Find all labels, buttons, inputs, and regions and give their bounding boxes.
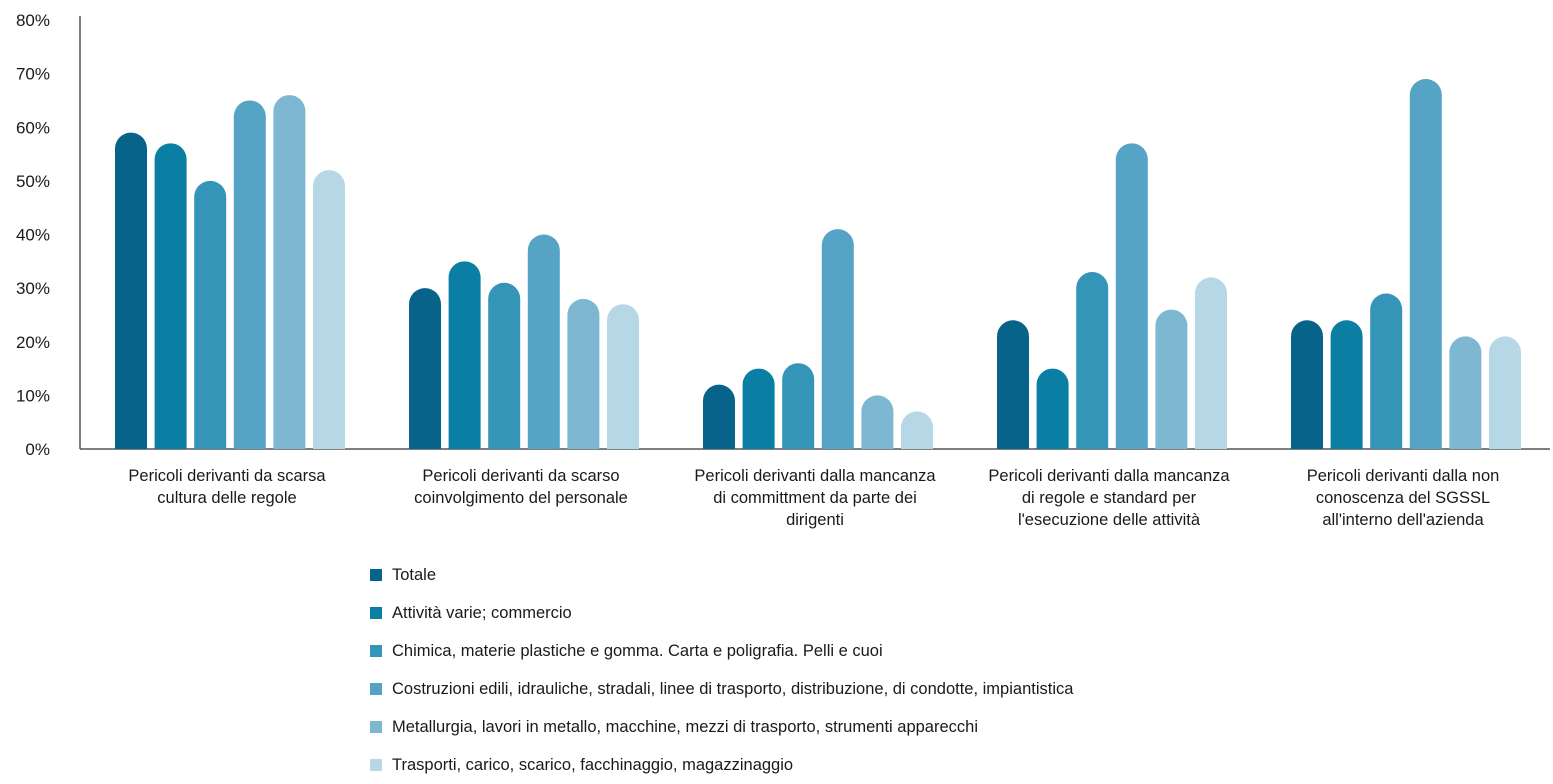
- x-category-label: Pericoli derivanti dalla mancanza di rego…: [988, 467, 1230, 529]
- bar: [1409, 78, 1442, 450]
- y-tick-label: 50%: [16, 172, 50, 191]
- legend-item: Trasporti, carico, scarico, facchinaggio…: [370, 746, 1073, 784]
- x-category-label-line: dirigenti: [786, 511, 844, 529]
- y-tick-label: 30%: [16, 279, 50, 298]
- x-category-label-line: di regole e standard per: [1022, 489, 1197, 507]
- bar: [1195, 277, 1227, 449]
- x-category-label-line: Pericoli derivanti da scarso: [422, 467, 619, 485]
- bar: [1489, 336, 1521, 449]
- x-category-label-line: di committment da parte dei: [713, 489, 917, 507]
- x-category-label-line: Pericoli derivanti dalla non: [1307, 467, 1500, 485]
- legend-swatch: [370, 607, 382, 619]
- bar: [821, 229, 854, 449]
- bar: [233, 100, 266, 449]
- x-category-label: Pericoli derivanti da scarsa cultura dell…: [128, 467, 326, 507]
- bar: [1370, 293, 1403, 449]
- bar: [782, 363, 815, 449]
- legend-item: Attività varie; commercio: [370, 594, 1073, 632]
- x-category-label: Pericoli derivanti dalla mancanza di comm…: [694, 467, 936, 529]
- legend-label: Costruzioni edili, idrauliche, stradali,…: [392, 679, 1074, 698]
- legend-item: Metallurgia, lavori in metallo, macchine…: [370, 708, 1073, 746]
- legend-item: Chimica, materie plastiche e gomma. Cart…: [370, 632, 1073, 670]
- y-tick-label: 60%: [16, 118, 50, 137]
- y-tick-label: 40%: [16, 226, 50, 245]
- legend-swatch: [370, 645, 382, 657]
- x-category-label-line: coinvolgimento del personale: [414, 489, 628, 507]
- legend-swatch: [370, 759, 382, 771]
- bar: [154, 143, 187, 449]
- x-category-label-line: cultura delle regole: [157, 489, 296, 507]
- bar: [1076, 272, 1109, 449]
- chart-legend: Totale Attività varie; commercio Chimica, …: [370, 556, 1073, 784]
- bar: [1115, 143, 1148, 449]
- legend-swatch: [370, 569, 382, 581]
- bar: [607, 304, 639, 449]
- bar: [901, 411, 933, 449]
- y-tick-label: 0%: [25, 440, 50, 459]
- legend-label: Metallurgia, lavori in metallo, macchine…: [392, 717, 978, 736]
- bar: [273, 95, 306, 449]
- y-tick-label: 20%: [16, 333, 50, 352]
- bar: [1291, 320, 1323, 449]
- legend-swatch: [370, 721, 382, 733]
- bar: [194, 180, 227, 449]
- bar: [1036, 368, 1069, 449]
- legend-swatch: [370, 683, 382, 695]
- legend-label: Attività varie; commercio: [392, 603, 572, 622]
- bar: [527, 234, 560, 449]
- legend-label: Totale: [392, 565, 437, 584]
- x-category-label-line: Pericoli derivanti dalla mancanza: [988, 467, 1230, 485]
- x-category-label-line: all'interno dell'azienda: [1322, 511, 1484, 529]
- bar: [1449, 336, 1482, 449]
- bar: [703, 384, 735, 449]
- y-tick-label: 70%: [16, 65, 50, 84]
- x-category-label-line: Pericoli derivanti dalla mancanza: [694, 467, 936, 485]
- x-category-label-line: Pericoli derivanti da scarsa: [128, 467, 326, 485]
- bar: [488, 282, 521, 449]
- x-category-label-line: conoscenza del SGSSL: [1316, 489, 1490, 507]
- y-tick-label: 10%: [16, 386, 50, 405]
- y-tick-label: 80%: [16, 11, 50, 30]
- bar: [742, 368, 775, 449]
- x-category-label: Pericoli derivanti dalla non conoscenza d…: [1307, 467, 1500, 529]
- legend-item: Totale: [370, 556, 1073, 594]
- bar: [448, 261, 481, 449]
- legend-label: Trasporti, carico, scarico, facchinaggio…: [392, 755, 794, 774]
- bar: [567, 298, 600, 449]
- bar: [313, 170, 345, 449]
- x-category-label-line: l'esecuzione delle attività: [1018, 511, 1201, 529]
- bar: [115, 132, 147, 450]
- bar: [409, 288, 441, 449]
- x-category-label: Pericoli derivanti da scarso coinvolgimen…: [414, 467, 628, 507]
- bar: [861, 395, 894, 449]
- legend-label: Chimica, materie plastiche e gomma. Cart…: [392, 641, 883, 660]
- legend-item: Costruzioni edili, idrauliche, stradali,…: [370, 670, 1073, 708]
- bar: [997, 320, 1029, 449]
- bar: [1155, 309, 1188, 449]
- bar: [1330, 320, 1363, 449]
